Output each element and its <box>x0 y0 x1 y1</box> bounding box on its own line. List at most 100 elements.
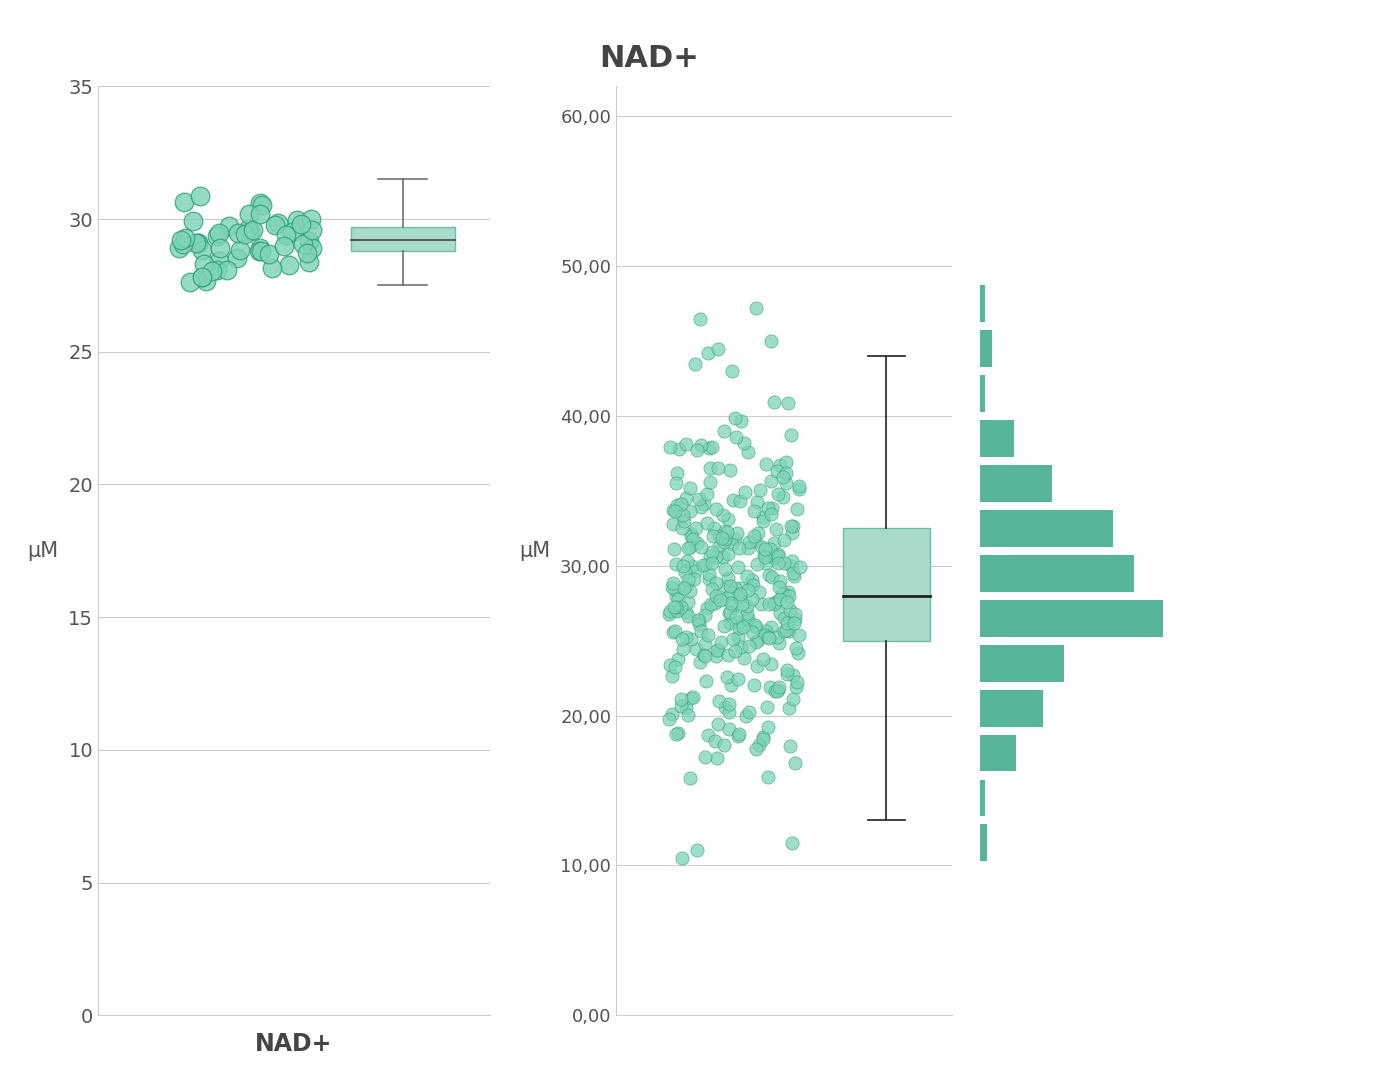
Point <box>749 482 771 499</box>
Point <box>769 591 791 608</box>
Point <box>790 558 812 576</box>
Point <box>694 607 717 624</box>
Point <box>773 554 795 571</box>
Point <box>785 500 808 517</box>
Point <box>225 249 248 267</box>
Point <box>706 500 728 517</box>
Point <box>693 556 715 573</box>
Point <box>676 552 699 569</box>
Point <box>736 597 759 615</box>
Point <box>776 662 798 679</box>
Point <box>756 768 778 785</box>
Point <box>704 586 727 604</box>
Point <box>193 255 216 272</box>
Point <box>741 623 763 640</box>
Point <box>714 522 736 539</box>
Point <box>735 611 757 629</box>
Point <box>687 615 710 632</box>
Point <box>760 569 783 586</box>
Point <box>771 469 794 486</box>
Point <box>277 257 300 274</box>
Point <box>172 235 195 253</box>
Point <box>687 611 710 629</box>
Point <box>699 473 721 490</box>
Point <box>720 613 742 631</box>
Point <box>749 595 771 612</box>
Point <box>741 590 763 607</box>
Point <box>721 536 743 553</box>
Point <box>683 570 706 588</box>
Point <box>720 584 742 602</box>
Point <box>669 690 692 707</box>
Point <box>671 518 693 536</box>
Point <box>701 528 724 545</box>
Point <box>750 538 773 555</box>
Point <box>781 517 804 535</box>
Point <box>249 194 272 212</box>
Point <box>669 698 692 715</box>
Point <box>682 530 704 548</box>
Point <box>249 240 272 257</box>
Bar <box>843 528 930 640</box>
Point <box>662 581 685 598</box>
Point <box>297 244 319 261</box>
Point <box>661 667 683 685</box>
Point <box>707 716 729 733</box>
Point <box>704 732 727 750</box>
Point <box>738 703 760 720</box>
Point <box>718 720 741 738</box>
Point <box>260 259 283 276</box>
Point <box>766 521 788 538</box>
Bar <box>980 420 1014 457</box>
Point <box>174 193 196 211</box>
Point <box>728 580 750 597</box>
Point <box>784 610 806 627</box>
Point <box>675 435 697 453</box>
Point <box>767 678 790 696</box>
Point <box>666 602 689 619</box>
Point <box>777 588 799 605</box>
Bar <box>980 780 984 816</box>
Point <box>665 474 687 491</box>
Point <box>713 505 735 523</box>
Point <box>711 530 734 548</box>
Point <box>665 464 687 482</box>
Point <box>300 211 322 228</box>
Point <box>776 464 798 482</box>
Point <box>752 730 774 747</box>
Point <box>728 726 750 743</box>
Point <box>251 195 273 213</box>
Point <box>682 557 704 575</box>
Point <box>707 692 729 710</box>
Point <box>662 575 685 592</box>
Point <box>676 594 699 611</box>
Point <box>769 456 791 473</box>
Point <box>699 440 721 457</box>
Point <box>666 651 689 669</box>
Point <box>734 649 756 666</box>
Bar <box>350 227 455 251</box>
Point <box>168 240 190 257</box>
Point <box>708 527 731 544</box>
Point <box>745 741 767 758</box>
Point <box>685 640 707 658</box>
Point <box>696 599 718 617</box>
Point <box>784 606 806 623</box>
Point <box>746 525 769 542</box>
Point <box>787 477 809 495</box>
Point <box>736 567 759 584</box>
Point <box>781 524 804 541</box>
Point <box>661 579 683 596</box>
Point <box>760 333 783 350</box>
Point <box>729 492 752 510</box>
Point <box>666 591 689 608</box>
Point <box>301 240 323 257</box>
Point <box>679 582 701 599</box>
Point <box>190 269 213 286</box>
Point <box>697 726 720 743</box>
Point <box>759 540 781 557</box>
Point <box>755 555 777 572</box>
Point <box>742 527 764 544</box>
Point <box>301 221 323 239</box>
Point <box>766 683 788 700</box>
